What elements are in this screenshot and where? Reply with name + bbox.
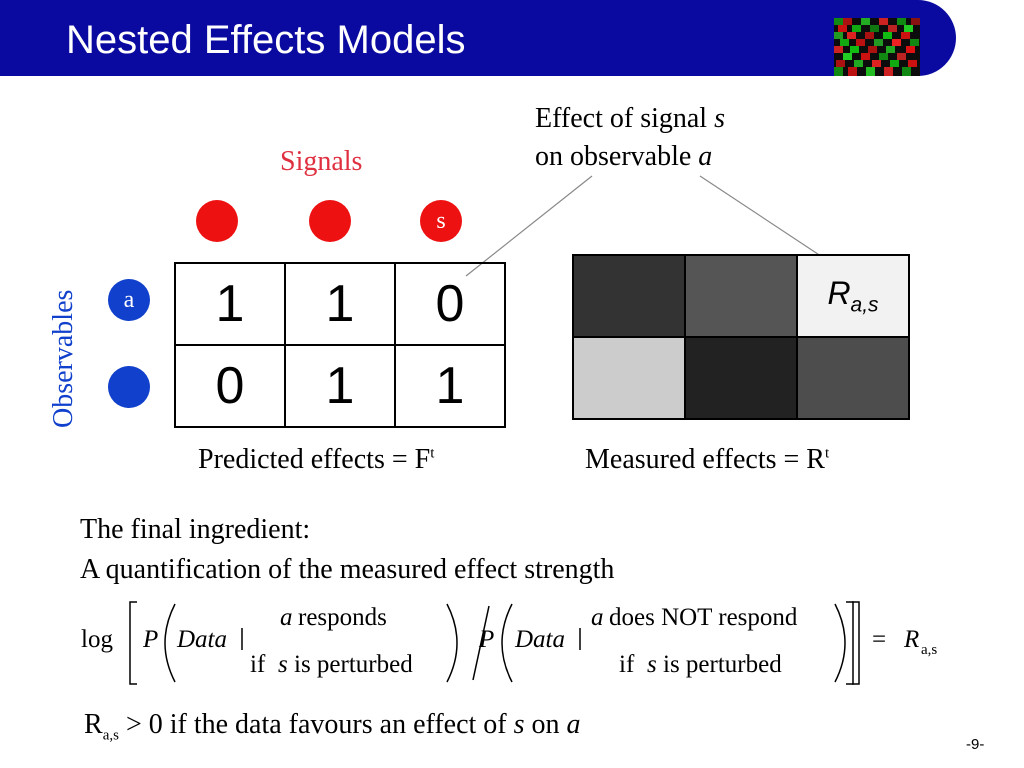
measured-effects-matrix: Ra,s: [572, 254, 910, 420]
measured-cell: [684, 336, 798, 420]
right-paren-1: [446, 603, 458, 683]
page-number: -9-: [966, 736, 985, 753]
microarray-thumbnail: [834, 18, 920, 76]
right-paren-2: [834, 603, 846, 683]
formula-log: log: [81, 626, 113, 653]
bottom-statement: Ra,s > 0 if the data favours an effect o…: [84, 709, 581, 744]
left-paren-1: [164, 603, 176, 683]
signal-dot-1: [196, 200, 238, 242]
effect-note: Effect of signal s on observable a: [535, 100, 725, 176]
predicted-cell: 1: [284, 262, 396, 346]
observables-label: Observables: [48, 289, 79, 428]
predicted-cell: 0: [394, 262, 506, 346]
predicted-cell: 0: [174, 344, 286, 428]
formula-pert-text1: is perturbed: [294, 651, 413, 678]
right-bracket: [852, 601, 860, 685]
title-banner: [0, 0, 956, 76]
formula-data1: Data: [176, 626, 227, 653]
formula-pert-var2: s: [647, 651, 657, 678]
effect-note-var-s: s: [714, 103, 725, 134]
formula-equals: =: [872, 626, 886, 653]
formula-pert-text2: is perturbed: [663, 651, 782, 678]
body-line-2: A quantification of the measured effect …: [80, 554, 615, 585]
formula-p2: P: [478, 626, 494, 653]
right-bracket-inner: [846, 601, 854, 685]
formula-data2: Data: [514, 626, 565, 653]
measured-cell: [684, 254, 798, 338]
formula-resp-text: responds: [298, 604, 387, 631]
predicted-cell: 1: [174, 262, 286, 346]
predicted-cell: 1: [284, 344, 396, 428]
formula-rhs-sub: a,s: [921, 642, 937, 658]
measured-caption: Measured effects = Rt: [585, 444, 830, 475]
observable-dot-2: [108, 366, 150, 408]
body-text: The final ingredient: A quantification o…: [80, 510, 614, 590]
predicted-caption: Predicted effects = Ft: [198, 444, 435, 475]
measured-cell: [572, 254, 686, 338]
formula-resp-var: a: [280, 604, 293, 631]
measured-cell: [796, 336, 910, 420]
formula-p1: P: [142, 626, 158, 653]
measured-row-1: Ra,s: [572, 254, 910, 338]
left-paren-2: [501, 603, 513, 683]
measured-row-2: [572, 336, 910, 420]
heatmap-pattern: [834, 18, 920, 76]
body-line-1: The final ingredient:: [80, 514, 311, 545]
predicted-row-1: 1 1 0: [174, 262, 506, 346]
formula-pert-var1: s: [278, 651, 288, 678]
formula-rhs: R: [903, 626, 919, 653]
observable-dot-a: a: [108, 279, 150, 321]
formula-if2: if: [619, 651, 635, 678]
measured-cell-ras: Ra,s: [796, 254, 910, 338]
signals-label: Signals: [280, 146, 363, 177]
slide-title: Nested Effects Models: [66, 18, 466, 62]
predicted-effects-matrix: 1 1 0 0 1 1: [174, 262, 506, 428]
formula-if1: if: [250, 651, 266, 678]
effect-note-line2: on observable: [535, 141, 699, 172]
predicted-row-2: 0 1 1: [174, 344, 506, 428]
predicted-cell: 1: [394, 344, 506, 428]
signal-dot-2: [309, 200, 351, 242]
division-slash: [472, 605, 490, 681]
formula-noresp-var: a: [591, 604, 604, 631]
formula: log P Data a responds if s is perturbed …: [81, 601, 937, 685]
ras-label: Ra,s: [827, 274, 879, 317]
effect-note-var-a: a: [698, 141, 713, 172]
formula-noresp-text: does NOT respond: [609, 604, 798, 631]
measured-cell: [572, 336, 686, 420]
effect-note-line1: Effect of signal: [535, 103, 715, 134]
left-bracket: [129, 601, 137, 685]
signal-dot-s: s: [420, 200, 462, 242]
